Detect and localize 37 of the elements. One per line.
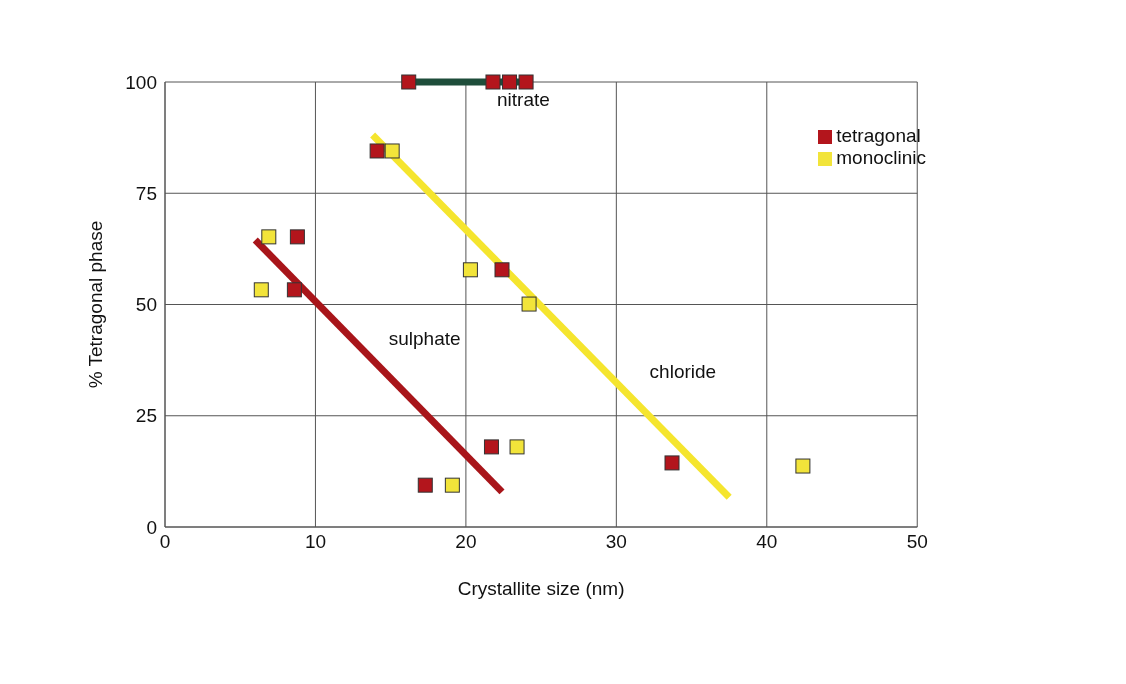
point: [664, 455, 680, 471]
x-tick-label: 40: [756, 531, 778, 553]
y-tick-label: 0: [146, 516, 157, 538]
point: [289, 229, 305, 245]
point: [401, 74, 417, 90]
point: [521, 296, 537, 312]
series-label: nitrate: [496, 89, 550, 110]
point: [483, 439, 499, 455]
point: [509, 439, 525, 455]
x-tick-label: 50: [906, 531, 928, 553]
y-tick-label: 75: [135, 182, 157, 204]
y-tick-label: 25: [135, 405, 157, 427]
y-tick-label: 100: [125, 71, 157, 93]
x-tick-label: 20: [455, 531, 477, 553]
x-tick-label: 30: [605, 531, 627, 553]
point: [261, 229, 277, 245]
x-tick-label: 0: [159, 531, 171, 553]
legend-label: monoclinic: [836, 147, 926, 168]
point: [462, 262, 478, 278]
point: [795, 458, 811, 474]
point: [253, 282, 269, 298]
point: [369, 143, 385, 159]
y-tick-label: 50: [135, 294, 157, 316]
point: [485, 74, 501, 90]
point: [384, 143, 400, 159]
legend-label: tetragonal: [836, 125, 921, 146]
x-axis-title: Crystallite size (nm): [457, 578, 625, 599]
y-axis-title: % Tetragonal phase: [84, 220, 106, 389]
series-label: sulphate: [388, 327, 461, 349]
point: [502, 74, 518, 90]
point: [286, 282, 302, 298]
point: [444, 477, 460, 493]
x-tick-label: 10: [304, 531, 327, 553]
point: [518, 74, 534, 90]
point: [494, 262, 510, 278]
point: [417, 477, 433, 493]
series-label: chloride: [649, 361, 717, 383]
